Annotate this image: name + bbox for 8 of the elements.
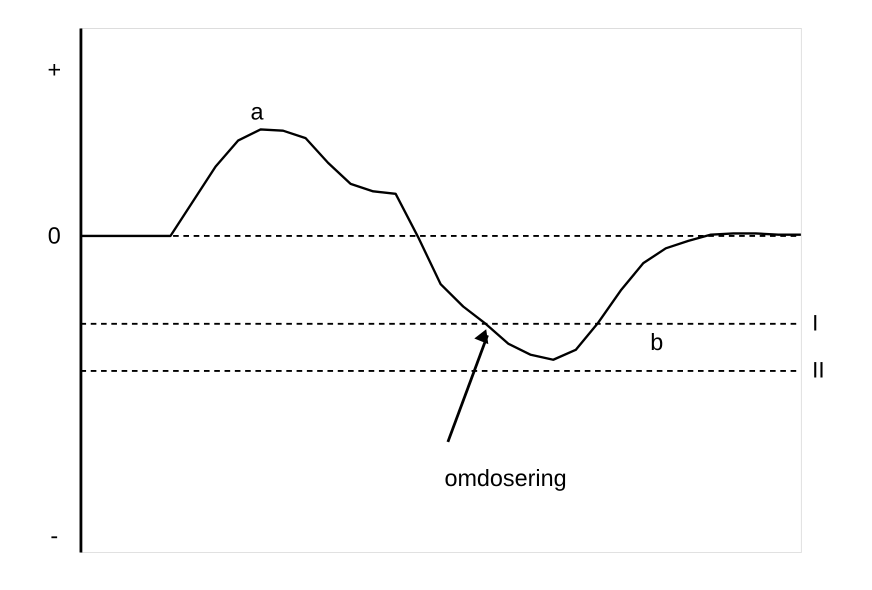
ref-line-label: I xyxy=(812,310,818,336)
text: + xyxy=(47,56,62,82)
text: omdosering xyxy=(444,465,567,492)
text: - xyxy=(50,522,58,549)
ref-line-label: II xyxy=(812,357,825,382)
text: 0 xyxy=(48,222,61,248)
annotation: b xyxy=(650,328,664,355)
text: a xyxy=(250,98,264,124)
